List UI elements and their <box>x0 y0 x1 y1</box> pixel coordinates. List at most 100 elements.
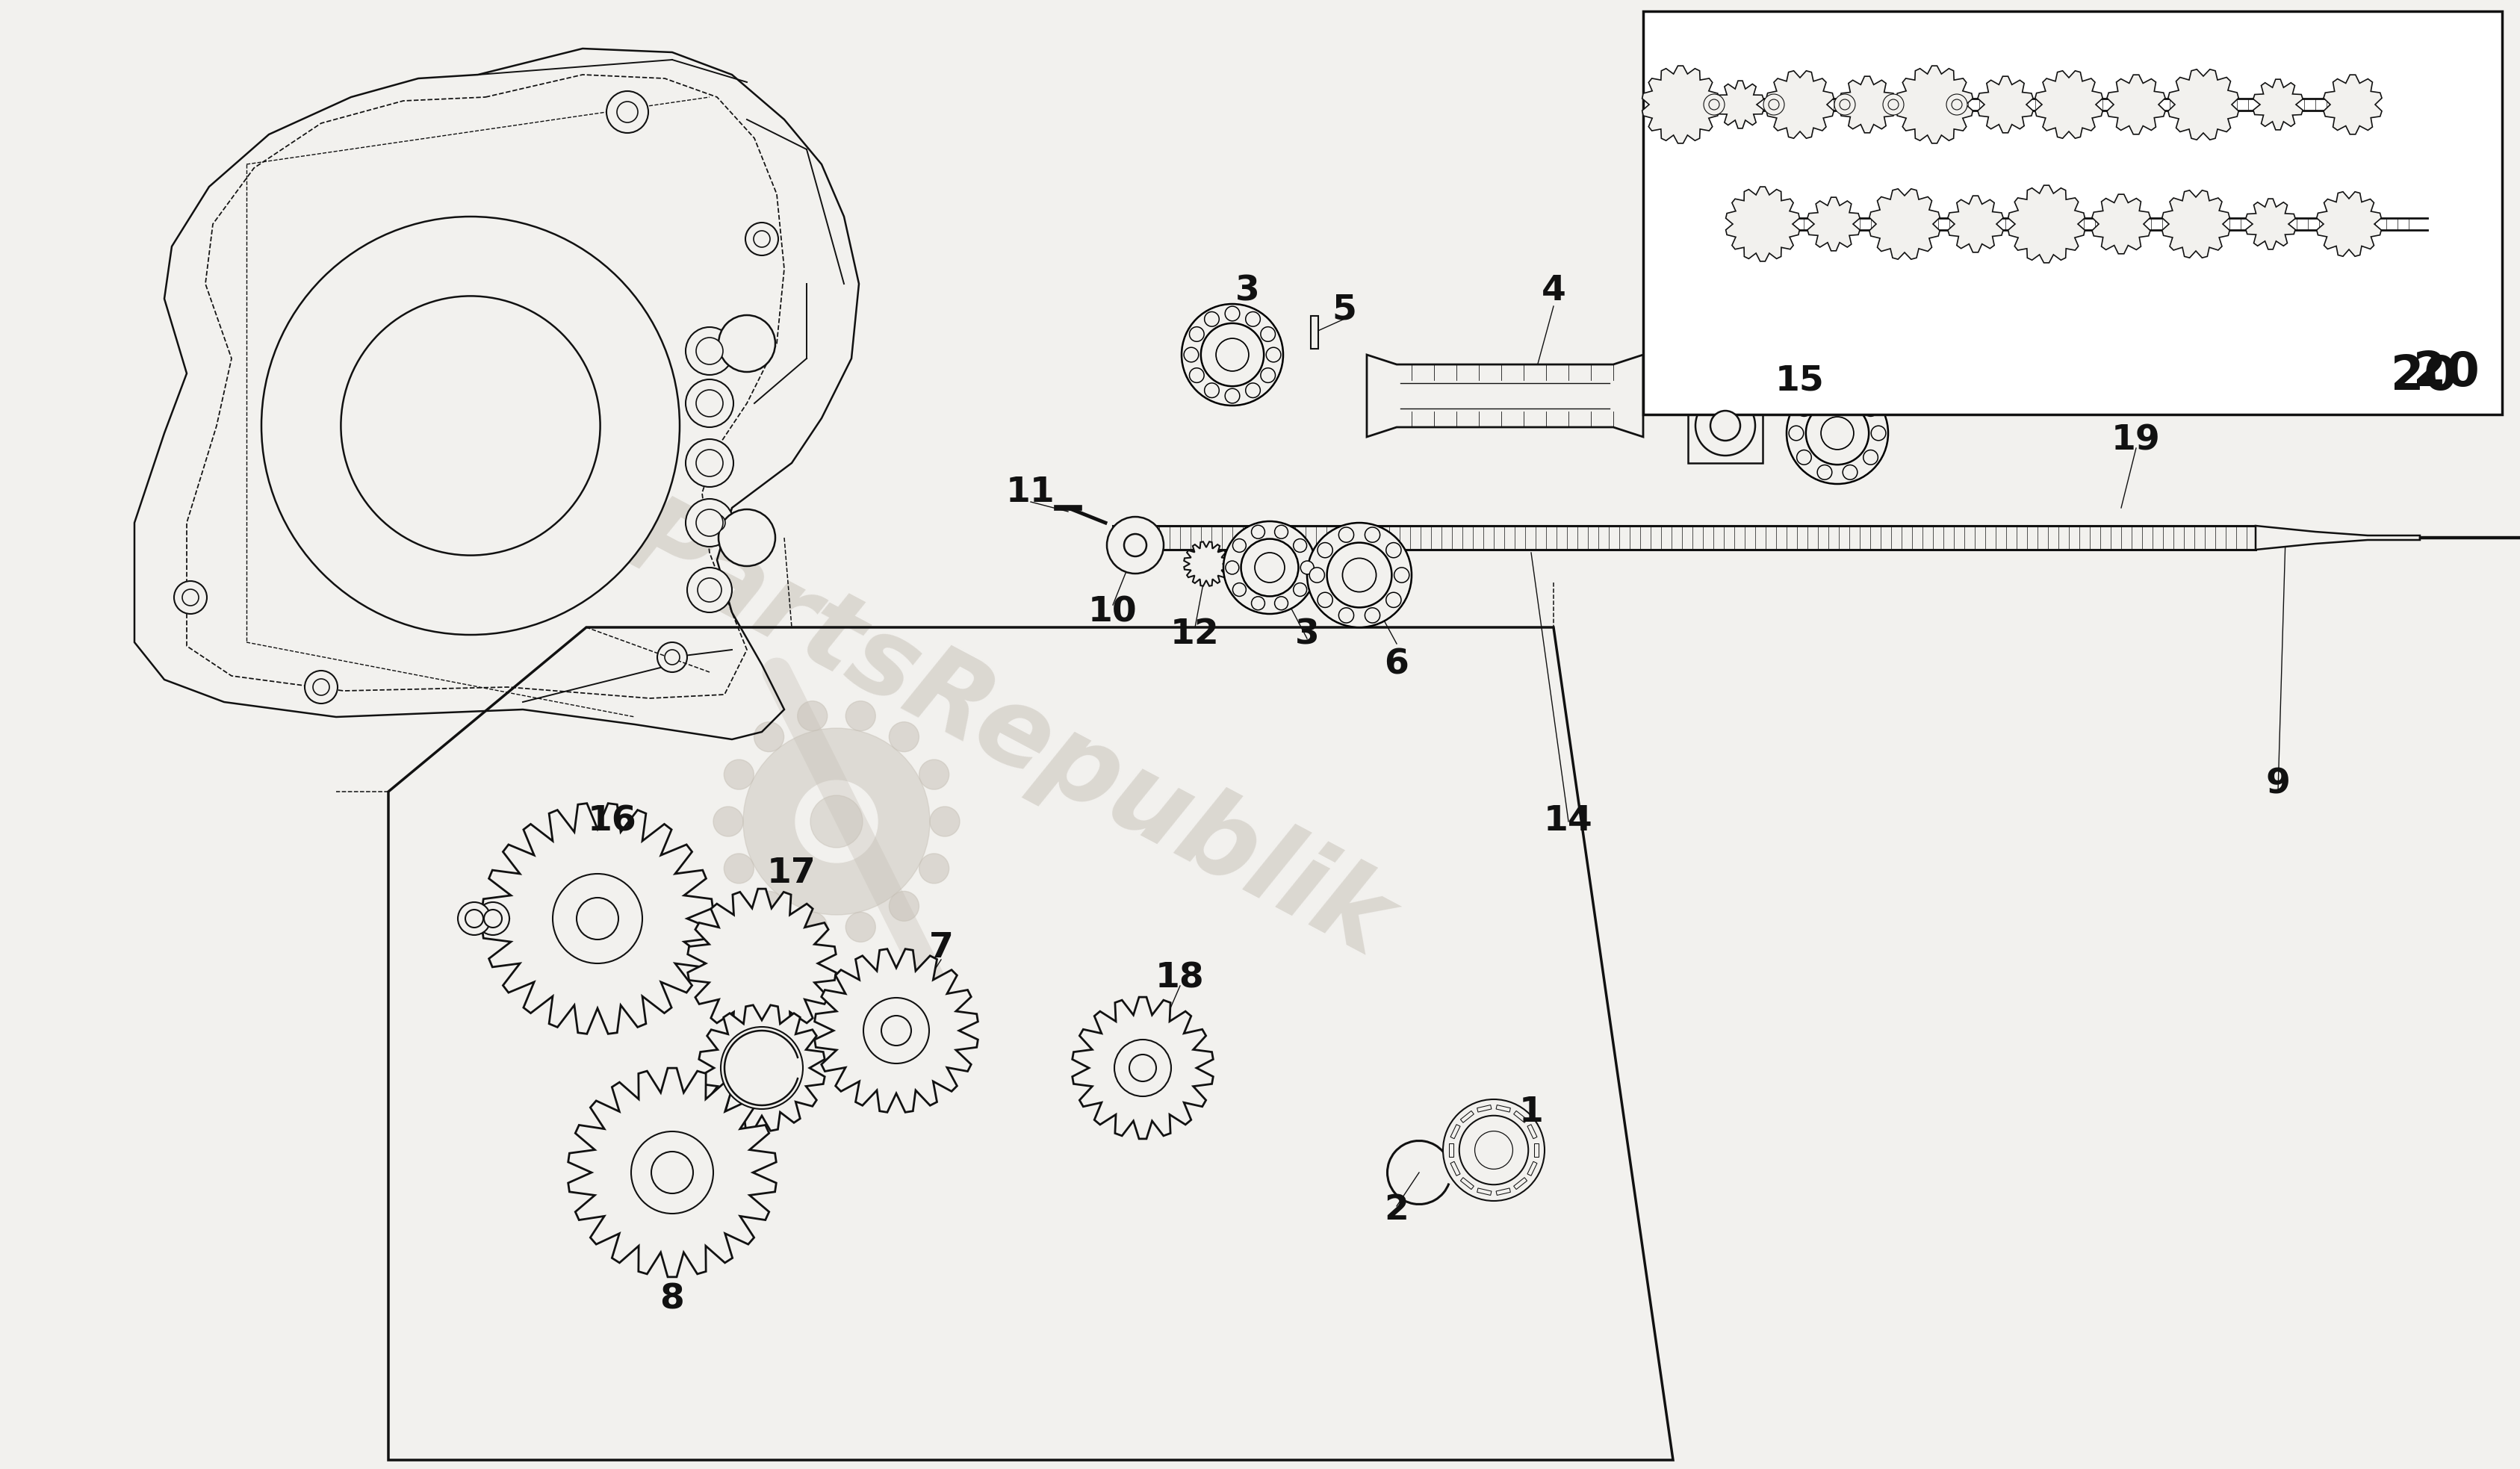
Polygon shape <box>1366 354 1643 436</box>
Circle shape <box>746 222 779 256</box>
Circle shape <box>1310 567 1326 583</box>
FancyBboxPatch shape <box>1535 1143 1540 1158</box>
Polygon shape <box>1074 997 1212 1138</box>
FancyBboxPatch shape <box>1462 1111 1474 1122</box>
Polygon shape <box>567 1068 776 1277</box>
Circle shape <box>718 510 776 566</box>
Circle shape <box>1205 311 1220 326</box>
Circle shape <box>630 1131 713 1213</box>
Text: 3: 3 <box>1235 275 1260 308</box>
Circle shape <box>685 499 733 546</box>
Circle shape <box>1232 539 1245 552</box>
Circle shape <box>1225 388 1240 403</box>
Circle shape <box>1842 466 1857 479</box>
Circle shape <box>920 853 950 883</box>
Circle shape <box>1343 558 1376 592</box>
Circle shape <box>1328 542 1391 608</box>
Polygon shape <box>1716 81 1764 128</box>
Circle shape <box>685 379 733 427</box>
Circle shape <box>721 1027 804 1109</box>
Circle shape <box>1817 386 1832 401</box>
Circle shape <box>920 759 950 789</box>
Circle shape <box>1394 567 1409 583</box>
Circle shape <box>1318 542 1333 558</box>
Circle shape <box>1366 608 1381 623</box>
Circle shape <box>262 216 680 635</box>
Polygon shape <box>1840 76 1895 132</box>
Circle shape <box>864 997 930 1064</box>
Circle shape <box>1184 347 1200 361</box>
Circle shape <box>1202 323 1265 386</box>
Circle shape <box>1260 367 1275 382</box>
Polygon shape <box>2245 198 2296 250</box>
Circle shape <box>1835 94 1855 115</box>
Circle shape <box>650 1152 693 1193</box>
Circle shape <box>1222 521 1315 614</box>
Circle shape <box>796 701 827 732</box>
Polygon shape <box>2253 79 2303 129</box>
Circle shape <box>1308 523 1411 627</box>
FancyBboxPatch shape <box>1643 12 2502 414</box>
Circle shape <box>1106 517 1164 573</box>
Circle shape <box>1822 417 1855 450</box>
Circle shape <box>1769 100 1779 110</box>
Polygon shape <box>2167 69 2238 140</box>
Circle shape <box>1945 94 1968 115</box>
Text: 3: 3 <box>1295 618 1320 652</box>
Circle shape <box>1275 596 1288 610</box>
FancyBboxPatch shape <box>1452 1124 1459 1138</box>
Circle shape <box>696 389 723 417</box>
Text: 7: 7 <box>930 931 953 965</box>
Text: 20: 20 <box>2414 350 2480 395</box>
Circle shape <box>617 101 638 122</box>
Polygon shape <box>1948 195 2003 253</box>
Polygon shape <box>1643 66 1719 144</box>
Circle shape <box>1189 326 1205 341</box>
Circle shape <box>484 909 501 927</box>
Circle shape <box>708 514 726 530</box>
Circle shape <box>1265 347 1280 361</box>
Circle shape <box>1817 466 1832 479</box>
Circle shape <box>685 328 733 375</box>
Circle shape <box>1129 1055 1157 1081</box>
Circle shape <box>1300 561 1313 574</box>
Circle shape <box>701 507 733 539</box>
Text: 20: 20 <box>2391 353 2457 400</box>
Polygon shape <box>2316 192 2381 257</box>
Polygon shape <box>1807 197 1860 251</box>
FancyBboxPatch shape <box>1515 1178 1527 1190</box>
Text: 11: 11 <box>1005 476 1056 510</box>
Circle shape <box>743 729 930 915</box>
Circle shape <box>1293 539 1308 552</box>
Text: 14: 14 <box>1545 805 1593 839</box>
Circle shape <box>1444 1099 1545 1200</box>
Circle shape <box>1950 100 1963 110</box>
FancyBboxPatch shape <box>1527 1162 1537 1175</box>
Text: 6: 6 <box>1383 648 1409 682</box>
Circle shape <box>1318 592 1333 608</box>
Circle shape <box>1386 592 1401 608</box>
Circle shape <box>459 902 491 936</box>
FancyBboxPatch shape <box>1515 1111 1527 1122</box>
Circle shape <box>665 649 680 664</box>
Circle shape <box>696 338 723 364</box>
Text: 17: 17 <box>766 856 816 890</box>
FancyBboxPatch shape <box>1527 1124 1537 1138</box>
Text: 19: 19 <box>2112 425 2160 457</box>
Circle shape <box>847 701 874 732</box>
Polygon shape <box>1726 187 1799 261</box>
Text: 12: 12 <box>1169 618 1220 652</box>
Circle shape <box>930 806 960 836</box>
Circle shape <box>1764 94 1784 115</box>
Polygon shape <box>698 1005 824 1131</box>
Circle shape <box>1862 450 1877 464</box>
Circle shape <box>174 582 207 614</box>
FancyBboxPatch shape <box>1310 316 1318 348</box>
Circle shape <box>753 231 771 247</box>
Circle shape <box>1787 382 1887 483</box>
Circle shape <box>1872 426 1885 441</box>
Text: 9: 9 <box>2265 767 2291 801</box>
Circle shape <box>1225 561 1240 574</box>
Circle shape <box>1225 306 1240 320</box>
Circle shape <box>1245 311 1260 326</box>
